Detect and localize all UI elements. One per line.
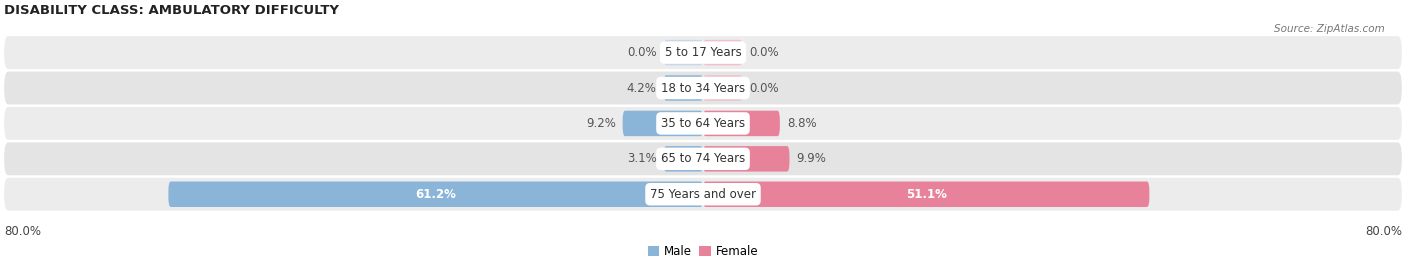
FancyBboxPatch shape bbox=[4, 107, 1402, 140]
Text: 4.2%: 4.2% bbox=[627, 81, 657, 95]
Text: 9.2%: 9.2% bbox=[586, 117, 616, 130]
Text: 5 to 17 Years: 5 to 17 Years bbox=[665, 46, 741, 59]
Text: 80.0%: 80.0% bbox=[1365, 225, 1402, 238]
FancyBboxPatch shape bbox=[703, 181, 1149, 207]
FancyBboxPatch shape bbox=[169, 181, 703, 207]
FancyBboxPatch shape bbox=[703, 111, 780, 136]
Text: 18 to 34 Years: 18 to 34 Years bbox=[661, 81, 745, 95]
Text: 75 Years and over: 75 Years and over bbox=[650, 188, 756, 201]
FancyBboxPatch shape bbox=[4, 178, 1402, 211]
Text: 0.0%: 0.0% bbox=[749, 46, 779, 59]
FancyBboxPatch shape bbox=[4, 72, 1402, 105]
FancyBboxPatch shape bbox=[623, 111, 703, 136]
FancyBboxPatch shape bbox=[664, 40, 703, 65]
FancyBboxPatch shape bbox=[703, 40, 742, 65]
Text: DISABILITY CLASS: AMBULATORY DIFFICULTY: DISABILITY CLASS: AMBULATORY DIFFICULTY bbox=[4, 4, 339, 17]
FancyBboxPatch shape bbox=[703, 75, 742, 101]
Text: 35 to 64 Years: 35 to 64 Years bbox=[661, 117, 745, 130]
Text: 8.8%: 8.8% bbox=[787, 117, 817, 130]
Text: 0.0%: 0.0% bbox=[749, 81, 779, 95]
Text: 61.2%: 61.2% bbox=[415, 188, 456, 201]
FancyBboxPatch shape bbox=[4, 36, 1402, 69]
Text: Source: ZipAtlas.com: Source: ZipAtlas.com bbox=[1274, 24, 1385, 34]
Text: 65 to 74 Years: 65 to 74 Years bbox=[661, 152, 745, 165]
Text: 0.0%: 0.0% bbox=[627, 46, 657, 59]
FancyBboxPatch shape bbox=[703, 146, 790, 172]
FancyBboxPatch shape bbox=[664, 146, 703, 172]
Text: 9.9%: 9.9% bbox=[796, 152, 827, 165]
FancyBboxPatch shape bbox=[664, 75, 703, 101]
Text: 80.0%: 80.0% bbox=[4, 225, 41, 238]
FancyBboxPatch shape bbox=[4, 142, 1402, 175]
Legend: Male, Female: Male, Female bbox=[643, 240, 763, 263]
Text: 51.1%: 51.1% bbox=[905, 188, 946, 201]
Text: 3.1%: 3.1% bbox=[627, 152, 657, 165]
